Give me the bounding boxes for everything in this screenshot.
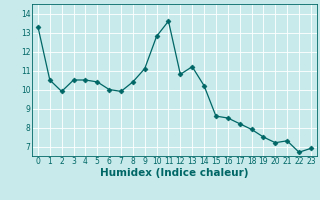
X-axis label: Humidex (Indice chaleur): Humidex (Indice chaleur) xyxy=(100,168,249,178)
